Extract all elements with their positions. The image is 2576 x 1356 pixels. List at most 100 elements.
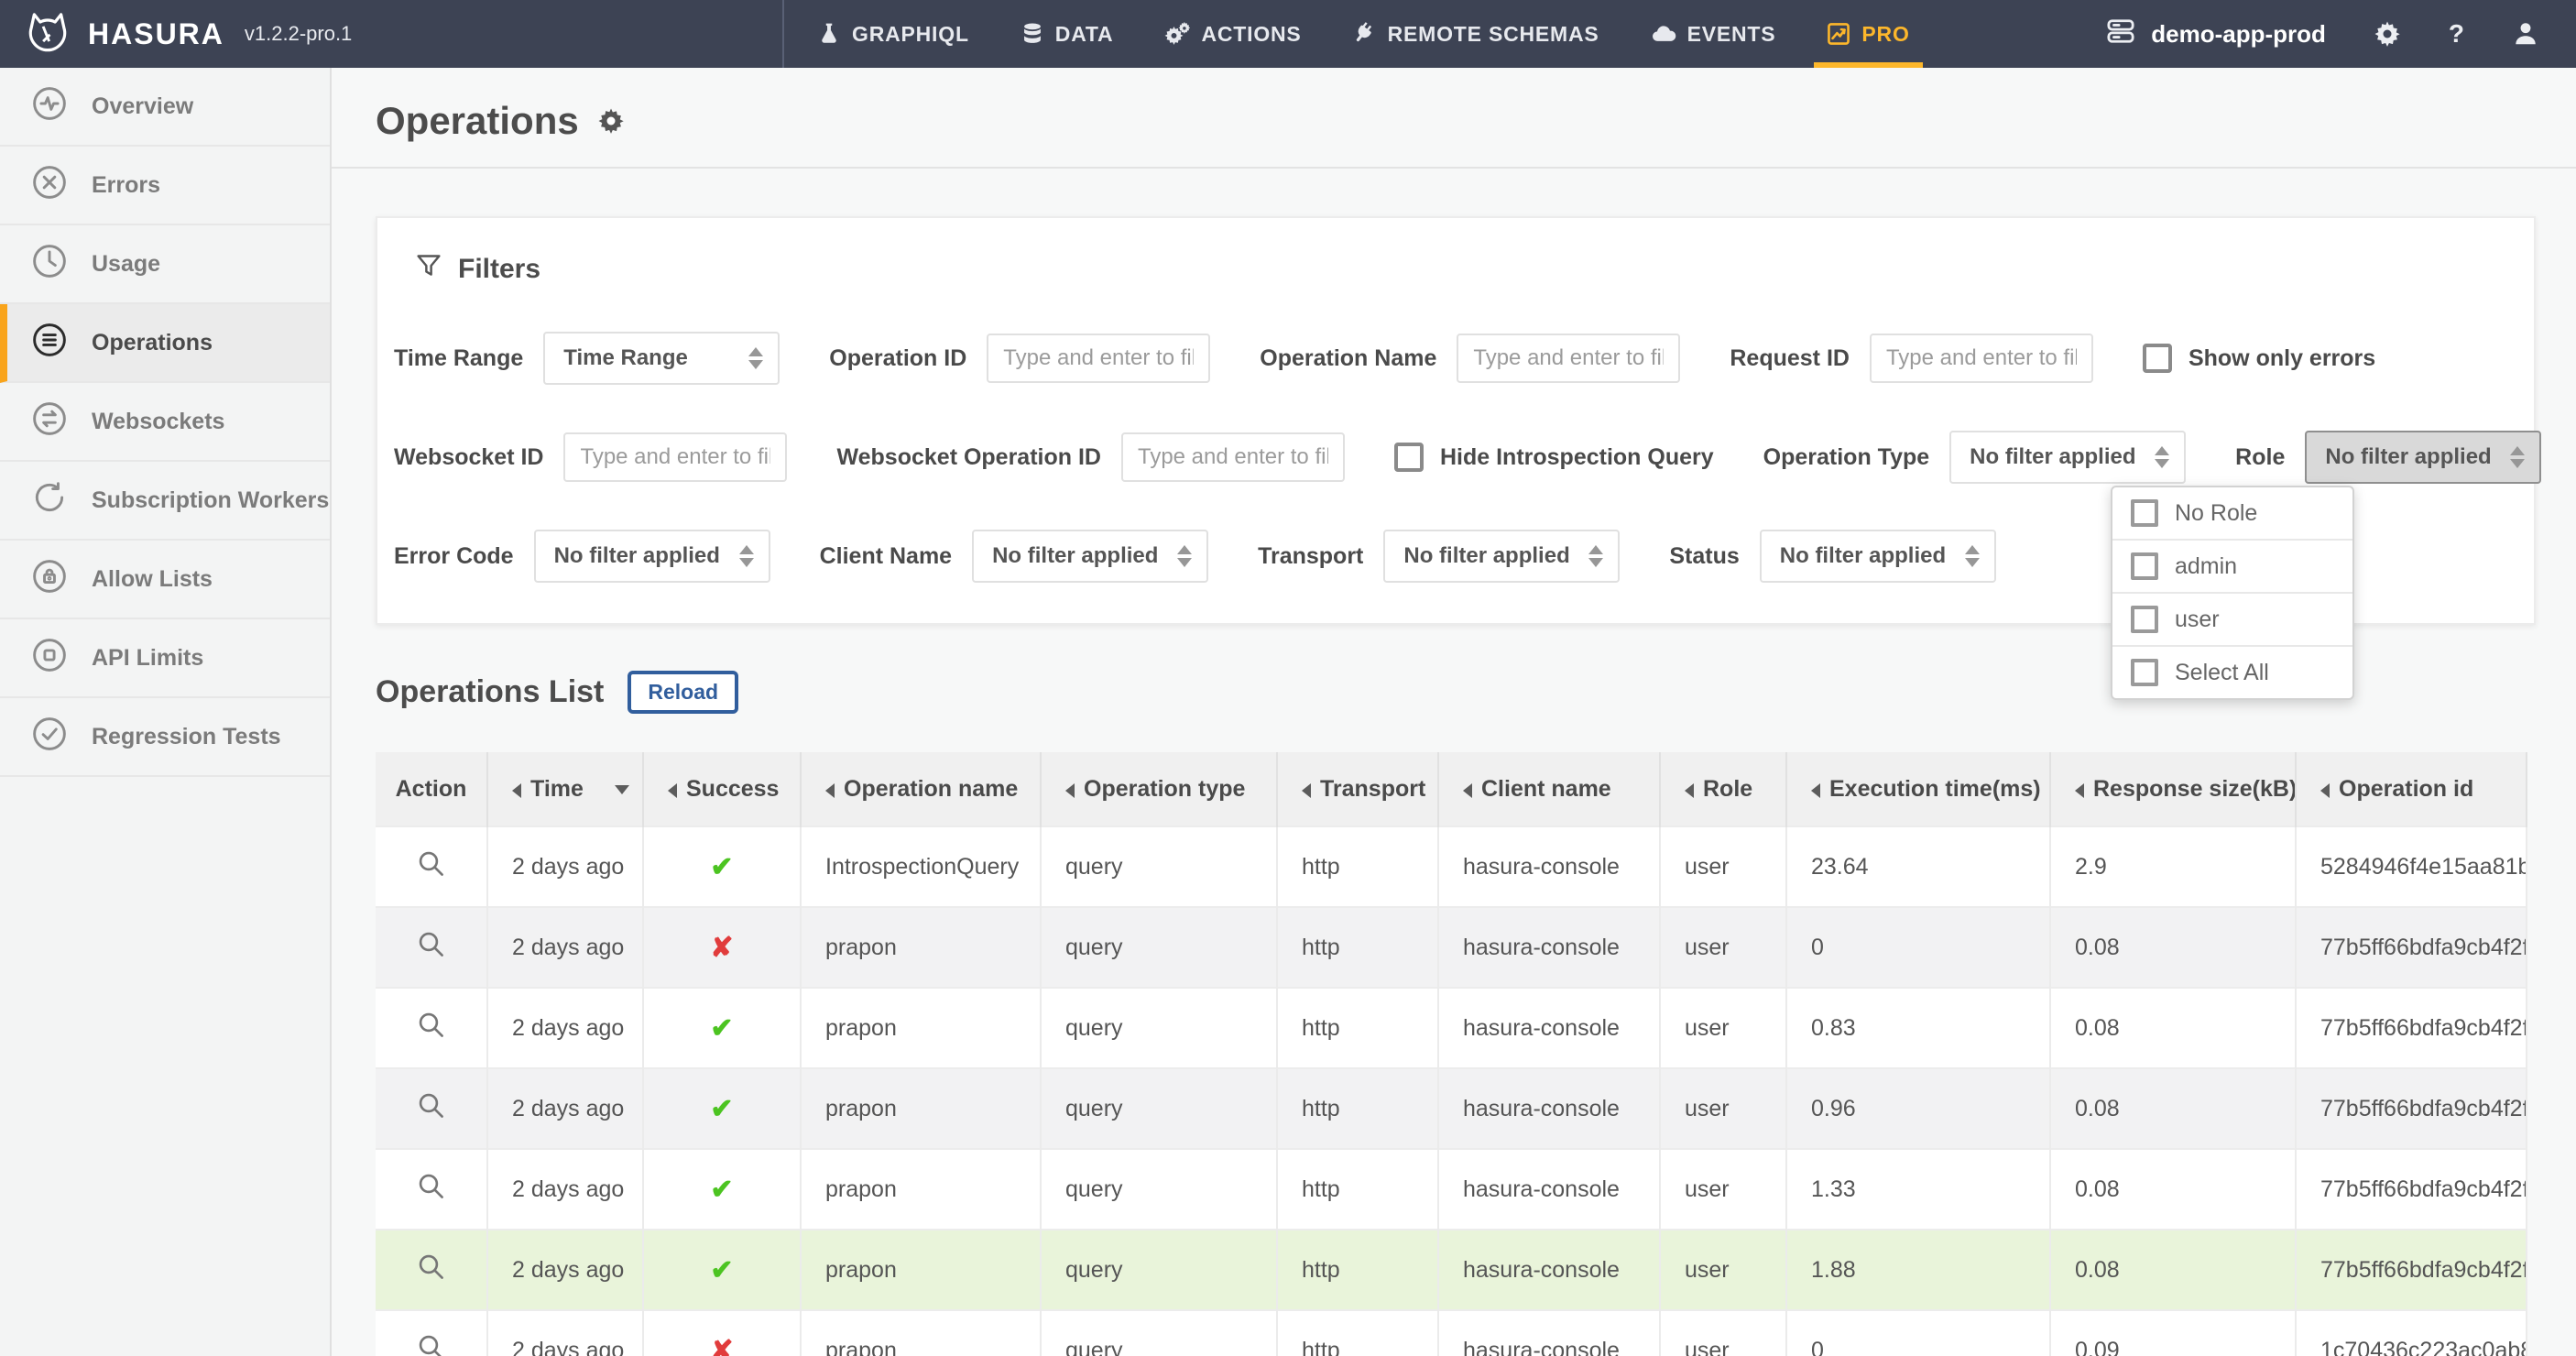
main-content: Operations Filters Ti (332, 68, 2576, 1356)
top-navbar: HASURA v1.2.2-pro.1 GRAPHIQL DATA ACTIONS R… (0, 0, 2576, 68)
sort-handle-icon[interactable] (2320, 782, 2330, 798)
inspect-operation-icon[interactable] (417, 1011, 446, 1046)
nav-item-pro[interactable]: PRO (1814, 0, 1923, 68)
cell-operation-type: query (1041, 826, 1278, 907)
nav-item-graphiql[interactable]: GRAPHIQL (817, 0, 969, 68)
nav-item-actions[interactable]: ACTIONS (1164, 0, 1301, 68)
column-header-role[interactable]: Role (1660, 752, 1787, 826)
sidebar-item-label: Operations (92, 329, 213, 355)
funnel-icon (416, 253, 442, 286)
sidebar-item-operations[interactable]: Operations (0, 304, 330, 383)
column-header-client-name[interactable]: Client name (1438, 752, 1661, 826)
table-row: 2 days ago ✘ prapon query http hasura-console… (376, 1309, 2527, 1356)
operations-list-title: Operations List (376, 674, 605, 709)
column-header-response-size-kb-[interactable]: Response size(kB) (2050, 752, 2297, 826)
cell-transport: http (1277, 906, 1439, 988)
reload-button[interactable]: Reload (628, 671, 739, 714)
status-select[interactable]: No filter applied (1759, 530, 1996, 583)
column-header-operation-id[interactable]: Operation id (2296, 752, 2527, 826)
filter-row-3: Error Code No filter applied Client Name… (394, 530, 2534, 583)
sidebar-item-usage[interactable]: Usage (0, 225, 330, 304)
sidebar-item-label: Allow Lists (92, 565, 213, 592)
sidebar-item-errors[interactable]: Errors (0, 147, 330, 225)
cell-time: 2 days ago (487, 906, 644, 988)
show-only-errors-checkbox[interactable] (2142, 344, 2172, 373)
page-header: Operations (332, 68, 2576, 169)
sort-handle-icon[interactable] (1463, 782, 1472, 798)
time-range-select[interactable]: Time Range (543, 332, 780, 385)
column-header-time[interactable]: Time (487, 752, 644, 826)
page-settings-gear-icon[interactable] (597, 107, 625, 135)
role-option-checkbox[interactable] (2131, 606, 2158, 633)
column-header-transport[interactable]: Transport (1277, 752, 1439, 826)
operation-id-input[interactable] (987, 334, 1211, 383)
sidebar-item-label: Websockets (92, 408, 225, 434)
sort-handle-icon[interactable] (512, 782, 521, 798)
instance-switcher[interactable]: demo-app-prod (2105, 17, 2326, 51)
sort-handle-icon[interactable] (1065, 782, 1075, 798)
websocket-id-input[interactable] (563, 432, 788, 482)
user-avatar-icon[interactable] (2512, 20, 2539, 48)
error-code-select[interactable]: No filter applied (533, 530, 770, 583)
sort-direction-caret-icon[interactable] (614, 784, 629, 794)
nav-item-remote-schemas[interactable]: REMOTE SCHEMAS (1353, 0, 1599, 68)
role-option-no-role[interactable]: No Role (2112, 487, 2352, 541)
column-header-operation-type[interactable]: Operation type (1041, 752, 1278, 826)
sort-handle-icon[interactable] (825, 782, 835, 798)
column-header-success[interactable]: Success (643, 752, 802, 826)
cell-time: 2 days ago (487, 987, 644, 1068)
sort-handle-icon[interactable] (2075, 782, 2084, 798)
inspect-operation-icon[interactable] (417, 1333, 446, 1356)
settings-gear-icon[interactable] (2374, 20, 2401, 48)
request-id-input[interactable] (1869, 334, 2093, 383)
operation-name-input[interactable] (1457, 334, 1681, 383)
inspect-operation-icon[interactable] (417, 1172, 446, 1208)
operation-type-select[interactable]: No filter applied (1949, 431, 2187, 484)
nav-item-data[interactable]: DATA (1021, 0, 1114, 68)
client-name-select[interactable]: No filter applied (972, 530, 1209, 583)
brand-block[interactable]: HASURA v1.2.2-pro.1 (0, 0, 782, 68)
role-option-checkbox[interactable] (2131, 499, 2158, 527)
gears-icon (1164, 21, 1191, 47)
select-arrows-icon (1964, 545, 1980, 567)
sort-handle-icon[interactable] (1302, 782, 1311, 798)
square-circle-icon (31, 637, 68, 680)
role-select[interactable]: No filter applied (2305, 431, 2542, 484)
inspect-operation-icon[interactable] (417, 1252, 446, 1288)
cell-time: 2 days ago (487, 1067, 644, 1149)
table-row: 2 days ago ✘ prapon query http hasura-console… (376, 906, 2527, 988)
sidebar-item-api-limits[interactable]: API Limits (0, 619, 330, 698)
inspect-operation-icon[interactable] (417, 849, 446, 885)
chart-icon (1827, 22, 1850, 46)
column-header-operation-name[interactable]: Operation name (801, 752, 1042, 826)
transport-select[interactable]: No filter applied (1383, 530, 1621, 583)
sidebar-item-websockets[interactable]: Websockets (0, 383, 330, 462)
role-label: Role (2235, 443, 2286, 470)
websocket-operation-id-input[interactable] (1120, 432, 1345, 482)
inspect-operation-icon[interactable] (417, 930, 446, 966)
cell-transport: http (1277, 987, 1439, 1068)
cell-success: ✔ (643, 987, 802, 1068)
cell-role: user (1660, 1309, 1787, 1356)
sort-handle-icon[interactable] (668, 782, 677, 798)
sidebar-item-overview[interactable]: Overview (0, 68, 330, 147)
role-option-checkbox[interactable] (2131, 659, 2158, 686)
websocket-operation-id-label: Websocket Operation ID (836, 443, 1101, 470)
filters-heading: Filters (416, 253, 2534, 286)
sort-handle-icon[interactable] (1685, 782, 1694, 798)
column-label: Operation type (1084, 775, 1246, 802)
cell-response-size: 2.9 (2050, 826, 2297, 907)
sidebar-item-subscription-workers[interactable]: Subscription Workers (0, 462, 330, 541)
help-icon[interactable]: ? (2448, 19, 2464, 48)
sort-handle-icon[interactable] (1811, 782, 1820, 798)
role-option-user[interactable]: user (2112, 594, 2352, 647)
column-header-execution-time-ms-[interactable]: Execution time(ms) (1786, 752, 2051, 826)
hide-introspection-checkbox[interactable] (1393, 443, 1424, 472)
role-option-admin[interactable]: admin (2112, 541, 2352, 594)
nav-item-events[interactable]: EVENTS (1651, 0, 1776, 68)
sidebar-item-regression-tests[interactable]: Regression Tests (0, 698, 330, 777)
role-option-checkbox[interactable] (2131, 552, 2158, 580)
sidebar-item-allow-lists[interactable]: Allow Lists (0, 541, 330, 619)
inspect-operation-icon[interactable] (417, 1091, 446, 1127)
role-option-select-all[interactable]: Select All (2112, 647, 2352, 698)
